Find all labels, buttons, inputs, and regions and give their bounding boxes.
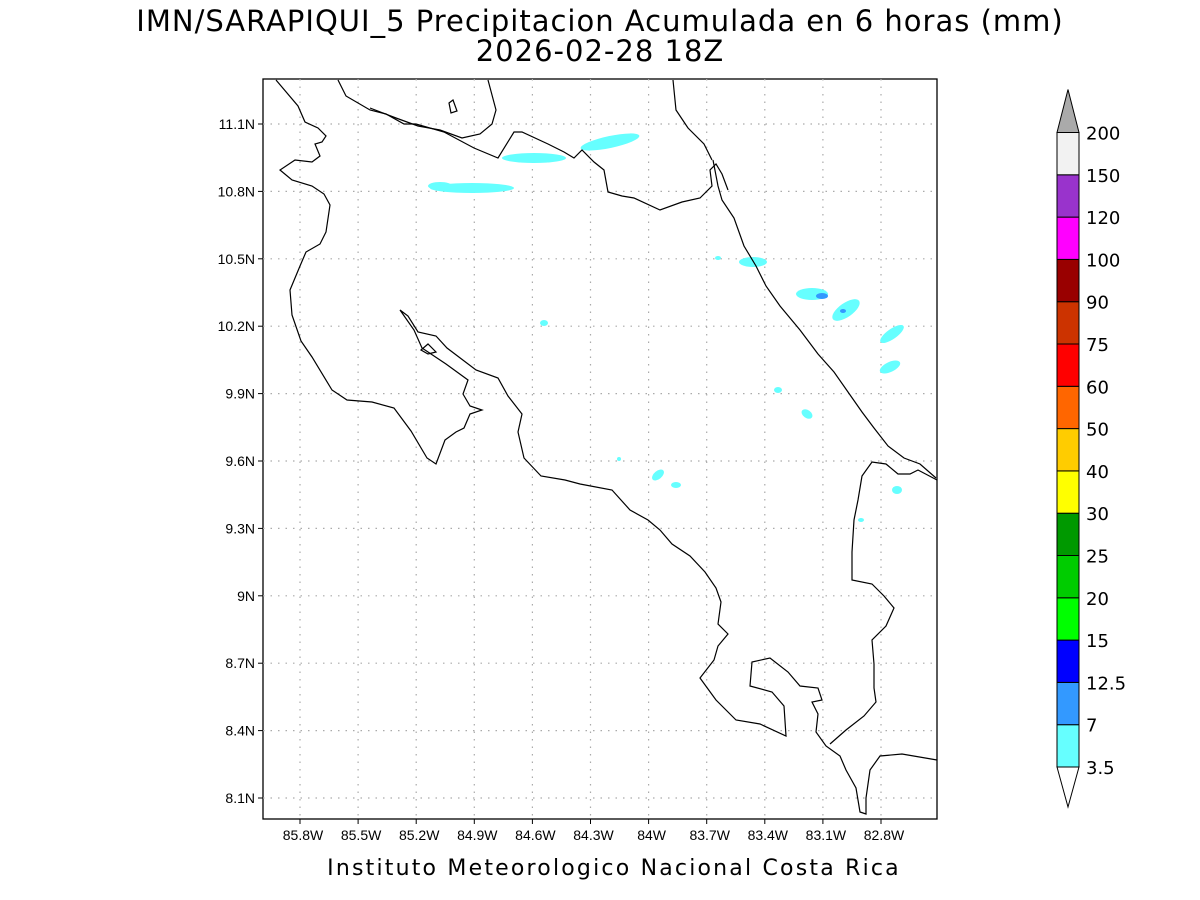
colorbar-label: 100: [1086, 250, 1120, 271]
colorbar-swatch: [1056, 301, 1080, 345]
precip-patch: [580, 133, 640, 151]
pacific-coast: [275, 79, 938, 815]
lon-tick-label: 85.8W: [283, 827, 324, 843]
lon-tick-label: 83.7W: [689, 827, 730, 843]
colorbar-label: 25: [1086, 547, 1109, 568]
colorbar-swatch: [1056, 639, 1080, 683]
colorbar-label: 200: [1086, 124, 1120, 145]
precip-patch: [801, 409, 813, 419]
precip-patch: [892, 486, 902, 494]
precip-patch: [502, 153, 566, 163]
nicaragua-border: [337, 79, 729, 211]
lake-island: [448, 99, 458, 114]
colorbar-swatch: [1056, 216, 1080, 260]
caribbean-north-coast: [672, 79, 713, 161]
precip-patch: [879, 360, 901, 374]
lat-tick-label: 11.1N: [219, 116, 255, 132]
footer-credit: Instituto Meteorologico Nacional Costa R…: [327, 856, 901, 881]
lat-tick-label: 9N: [237, 588, 255, 604]
lat-tick-label: 8.4N: [225, 723, 255, 739]
colorbar-swatch: [1056, 174, 1080, 218]
colorbar-label: 120: [1086, 208, 1120, 229]
precip-colorbar: 3.5 7 12.5 15 20 25 30 40 50 60 75 90 100 120 150 200: [1056, 89, 1126, 809]
lat-tick-label: 10.5N: [218, 251, 255, 267]
colorbar-swatch: [1056, 385, 1080, 430]
map-frame: [262, 78, 938, 820]
precip-patch: [832, 299, 860, 321]
lon-tick-label: 83.1W: [806, 827, 847, 843]
panama-border: [829, 461, 938, 745]
nicoya-island: [419, 343, 438, 355]
lon-tick-label: 83.4W: [748, 827, 789, 843]
colorbar-label: 12.5: [1086, 673, 1126, 694]
colorbar-swatch: [1056, 470, 1080, 514]
colorbar-label: 30: [1086, 504, 1109, 525]
colorbar-label: 15: [1086, 631, 1109, 652]
longitude-axis: 85.8W 85.5W 85.2W 84.9W 84.6W 84.3W 84W 83.7W 83…: [283, 819, 905, 843]
precip-patch: [858, 518, 864, 522]
precip-patch: [428, 182, 452, 190]
colorbar-label: 50: [1086, 420, 1109, 441]
colorbar-swatch: [1056, 512, 1080, 557]
lat-tick-label: 8.7N: [225, 655, 255, 671]
colorbar-swatch: [1056, 555, 1080, 599]
colorbar-label: 20: [1086, 589, 1109, 610]
lat-tick-label: 9.6N: [225, 453, 255, 469]
map-title: IMN/SARAPIQUI_5 Precipitacion Acumulada …: [136, 4, 1064, 38]
precip-patch: [671, 482, 681, 488]
lat-tick-label: 9.9N: [225, 386, 255, 402]
precip-patch: [816, 293, 828, 299]
lat-tick-label: 9.3N: [225, 520, 255, 536]
precip-patch: [617, 457, 621, 461]
colorbar-label: 40: [1086, 462, 1109, 483]
colorbar-label: 3.5: [1086, 758, 1115, 779]
lon-tick-label: 82.8W: [864, 827, 905, 843]
lat-tick-label: 10.8N: [218, 183, 255, 199]
latitude-axis: 11.1N 10.8N 10.5N 10.2N 9.9N 9.6N 9.3N 9N 8.7N 8.…: [218, 116, 263, 806]
lon-tick-label: 85.5W: [341, 827, 382, 843]
lon-tick-label: 84.3W: [573, 827, 614, 843]
lon-tick-label: 84.6W: [515, 827, 556, 843]
caribbean-coast: [712, 159, 937, 479]
colorbar-swatch: [1056, 428, 1080, 472]
precip-patch: [715, 256, 721, 260]
colorbar-label: 90: [1086, 293, 1109, 314]
colorbar-swatch: [1056, 724, 1080, 768]
precip-patch: [880, 324, 904, 344]
colorbar-swatch: [1056, 681, 1080, 726]
colorbar-label: 60: [1086, 377, 1109, 398]
lon-tick-label: 85.2W: [399, 827, 440, 843]
precip-patch: [540, 320, 548, 326]
colorbar-high-arrow: [1056, 89, 1080, 133]
colorbar-swatch: [1056, 132, 1080, 176]
colorbar-low-arrow: [1056, 766, 1080, 809]
precip-patch: [652, 469, 664, 481]
precip-patch: [774, 387, 782, 393]
colorbar-label: 150: [1086, 166, 1120, 187]
lat-tick-label: 10.2N: [218, 318, 255, 334]
coastline: [275, 79, 938, 815]
colorbar-swatch: [1056, 343, 1080, 387]
precipitation-layer-7mm: [816, 293, 846, 313]
colorbar-label: 7: [1086, 716, 1097, 737]
lake-nicaragua-shore: [369, 79, 497, 139]
colorbar-swatch: [1056, 258, 1080, 303]
colorbar-swatch: [1056, 597, 1080, 641]
precipitation-layer: [428, 133, 904, 522]
lat-tick-label: 8.1N: [225, 790, 255, 806]
lon-tick-label: 84.9W: [457, 827, 498, 843]
lon-tick-label: 84W: [637, 827, 667, 843]
map-subtitle: 2026-02-28 18Z: [475, 34, 725, 68]
precip-patch: [840, 309, 846, 313]
colorbar-label: 75: [1086, 335, 1109, 356]
